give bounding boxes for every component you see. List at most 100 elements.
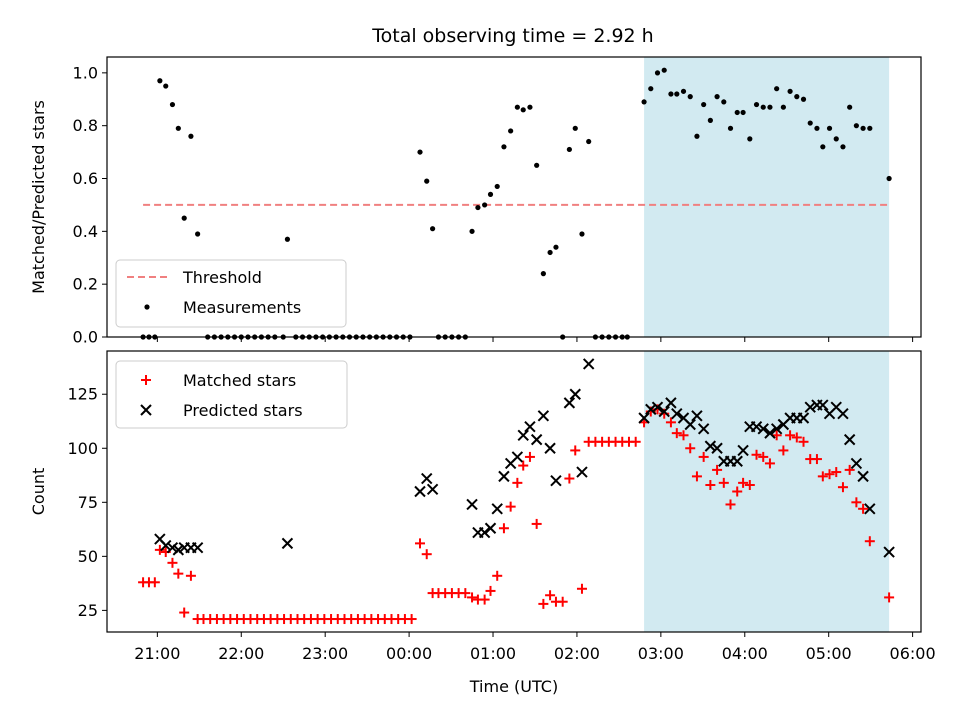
predicted-point [864, 503, 876, 515]
matched-point [485, 585, 496, 596]
matched-point [179, 607, 190, 618]
predicted-point-b [466, 498, 478, 511]
measurement-point [424, 178, 430, 184]
matched-point [557, 596, 568, 607]
predicted-point [426, 483, 439, 496]
measurement-point [747, 136, 753, 142]
x-tick-label: 01:00 [470, 644, 516, 663]
predicted-point-b [677, 412, 690, 424]
matched-point [545, 590, 556, 601]
chart-title: Total observing time = 2.92 h [371, 25, 653, 47]
legend: Matched stars Predicted stars [115, 360, 348, 429]
measurement-point [814, 125, 820, 131]
predicted-point-b [281, 537, 294, 550]
predicted-point-b [530, 433, 543, 446]
matched-point [844, 464, 855, 475]
matched-point [531, 518, 542, 529]
matched-point [778, 445, 789, 456]
observing-window-band [644, 351, 890, 632]
predicted-point-b [191, 541, 204, 554]
predicted-point [517, 429, 529, 442]
matched-point [732, 486, 743, 497]
predicted-point [671, 407, 683, 420]
predicted-point-b [658, 405, 670, 418]
predicted-point-b [569, 388, 581, 400]
x-tick-label: 22:00 [218, 644, 264, 663]
y-tick-label: 100 [67, 439, 98, 458]
predicted-point-b [160, 539, 172, 552]
y-axis-label: Matched/Predicted stars [29, 100, 48, 294]
measurement-point [572, 125, 578, 131]
matched-point [811, 454, 822, 465]
measurement-point [687, 94, 693, 100]
measurement-point [867, 125, 873, 131]
measurement-point [475, 204, 481, 211]
observing-window-band [644, 57, 890, 337]
predicted-point [770, 423, 783, 435]
x-tick-label: 05:00 [806, 644, 852, 663]
measurement-point [847, 104, 853, 110]
predicted-point-b [797, 412, 810, 424]
matched-point [460, 588, 471, 599]
predicted-point-b [804, 401, 816, 413]
predicted-point [414, 485, 426, 498]
predicted-point [665, 397, 677, 409]
predicted-point [569, 388, 581, 400]
matched-point [831, 467, 842, 478]
matched-point [851, 497, 862, 508]
predicted-point [883, 546, 895, 558]
measurement-point [826, 125, 833, 131]
matched-point [691, 471, 702, 482]
predicted-point-b [817, 399, 829, 411]
matched-point [751, 449, 762, 460]
measurement-point [701, 101, 707, 108]
predicted-point-b [704, 440, 717, 452]
predicted-point-b [671, 407, 683, 420]
matched-point [154, 544, 165, 555]
measurement-point [668, 91, 674, 97]
y-tick-label: 125 [67, 385, 98, 404]
predicted-point [764, 427, 776, 439]
predicted-point-b [850, 457, 863, 470]
legend-box [115, 360, 348, 429]
matched-point [824, 469, 835, 480]
matched-point [524, 451, 535, 462]
measurement-point [579, 231, 585, 237]
measurement-point [566, 146, 572, 153]
measurement-point [714, 94, 720, 100]
matched-point [791, 432, 802, 443]
predicted-point-b [770, 423, 783, 435]
measurement-point [547, 249, 553, 256]
predicted-point [857, 470, 869, 483]
matched-point [570, 445, 581, 456]
measurement-point [540, 271, 546, 277]
matched-point [864, 536, 875, 547]
measurement-point [767, 104, 773, 110]
measurement-point [482, 202, 488, 208]
matched-point [173, 568, 184, 579]
measurement-point [188, 133, 194, 139]
x-tick-label: 23:00 [302, 644, 348, 663]
predicted-point-b [697, 423, 710, 435]
measurement-point [494, 183, 500, 190]
predicted-point-b [830, 401, 842, 413]
y-tick-label: 75 [78, 493, 98, 512]
matched-point [758, 451, 769, 462]
matched-point [167, 557, 178, 568]
predicted-point-b [645, 403, 657, 416]
predicted-point [651, 401, 664, 413]
measurement-point [674, 91, 680, 97]
measurement-point [721, 99, 727, 105]
matched-point [705, 480, 716, 491]
measurement-point [774, 86, 780, 92]
predicted-point-b [638, 412, 650, 424]
predicted-point [684, 418, 696, 431]
x-tick-label: 21:00 [134, 644, 180, 663]
measurement-point [833, 136, 839, 142]
predicted-point-b [691, 410, 703, 422]
measurement-point [586, 138, 592, 145]
predicted-point-b [414, 485, 426, 498]
measurement-point [840, 144, 846, 150]
predicted-point [544, 442, 556, 454]
